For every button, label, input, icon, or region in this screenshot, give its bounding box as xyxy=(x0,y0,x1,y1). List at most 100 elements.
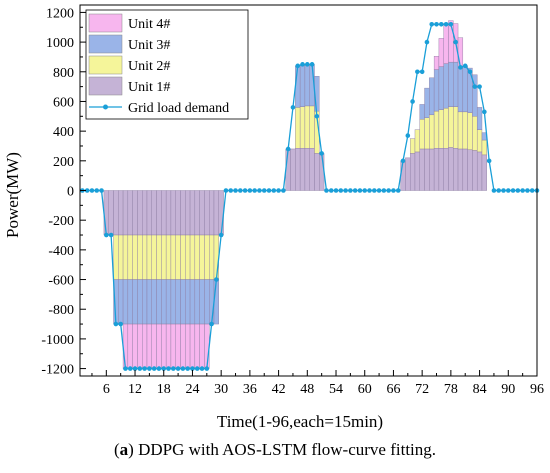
point-grid-load-demand-92 xyxy=(515,188,521,193)
point-grid-load-demand-81 xyxy=(462,63,468,69)
bar-unit2-73 xyxy=(424,117,430,150)
bar-unit1-72 xyxy=(419,148,425,191)
bar-unit4-18 xyxy=(161,323,167,369)
x-tick-label-6: 6 xyxy=(103,382,110,397)
bar-unit2-28 xyxy=(208,234,215,280)
x-tick-label-48: 48 xyxy=(300,382,314,397)
bar-unit3-77 xyxy=(443,63,449,109)
point-grid-load-demand-93 xyxy=(520,188,525,193)
point-grid-load-demand-80 xyxy=(458,65,463,70)
bar-unit1-14 xyxy=(142,190,148,236)
legend-swatch-unit4 xyxy=(88,13,123,33)
bar-unit1-9 xyxy=(118,190,124,236)
bar-unit3-80 xyxy=(457,67,464,113)
bar-unit2-75 xyxy=(433,110,440,149)
bars-layer xyxy=(103,20,487,369)
bar-unit4-14 xyxy=(142,323,148,369)
bar-unit1-20 xyxy=(170,190,176,236)
bar-unit2-15 xyxy=(146,234,152,280)
bar-unit2-46 xyxy=(295,107,301,149)
point-grid-load-demand-40 xyxy=(266,188,272,193)
bar-unit4-21 xyxy=(175,323,181,369)
point-grid-load-demand-78 xyxy=(448,21,454,27)
point-grid-load-demand-37 xyxy=(252,188,257,193)
bar-unit4-22 xyxy=(180,323,186,369)
bar-unit1-26 xyxy=(199,190,205,236)
point-grid-load-demand-90 xyxy=(505,188,511,193)
bar-unit3-72 xyxy=(419,104,425,120)
bar-unit4-27 xyxy=(204,323,210,369)
bar-unit3-46 xyxy=(295,65,301,108)
point-grid-load-demand-21 xyxy=(175,366,181,371)
bar-unit1-68 xyxy=(400,160,406,191)
bar-unit4-10 xyxy=(122,323,129,369)
bar-unit1-51 xyxy=(319,153,325,191)
bar-unit2-79 xyxy=(453,106,459,149)
point-grid-load-demand-20 xyxy=(171,366,176,371)
bar-unit2-20 xyxy=(170,234,176,280)
bar-unit2-84 xyxy=(476,129,483,153)
bar-unit2-10 xyxy=(122,234,129,280)
point-grid-load-demand-68 xyxy=(400,158,406,164)
bar-unit1-28 xyxy=(208,190,215,236)
point-grid-load-demand-27 xyxy=(204,366,210,371)
x-tick-label-36: 36 xyxy=(243,382,257,397)
bar-unit2-77 xyxy=(443,107,449,149)
point-grid-load-demand-70 xyxy=(410,99,415,104)
x-tick-label-54: 54 xyxy=(329,382,343,397)
y-tick-label--600: -600 xyxy=(48,274,74,289)
point-grid-load-demand-85 xyxy=(482,109,487,115)
y-tick-label--200: -200 xyxy=(48,214,74,229)
bar-unit1-78 xyxy=(448,147,454,191)
point-grid-load-demand-86 xyxy=(486,158,492,164)
point-grid-load-demand-13 xyxy=(137,366,143,371)
bar-unit1-27 xyxy=(204,190,210,236)
point-grid-load-demand-30 xyxy=(218,232,224,238)
bar-unit3-14 xyxy=(142,279,148,325)
figure-caption: (a) DDPG with AOS-LSTM flow-curve fittin… xyxy=(113,440,437,459)
bar-unit2-85 xyxy=(481,139,487,156)
bar-unit1-22 xyxy=(180,190,186,236)
point-grid-load-demand-8 xyxy=(113,321,119,327)
bar-unit1-81 xyxy=(462,148,468,191)
point-grid-load-demand-23 xyxy=(185,366,190,371)
x-tick-label-96: 96 xyxy=(530,382,544,397)
bar-unit2-26 xyxy=(199,234,205,280)
x-tick-label-30: 30 xyxy=(214,382,228,397)
point-grid-load-demand-41 xyxy=(271,188,277,193)
bar-unit3-13 xyxy=(137,279,143,325)
legend-label-unit4: Unit 4# xyxy=(128,17,170,32)
bar-unit2-80 xyxy=(457,111,464,150)
bar-unit1-49 xyxy=(309,148,315,191)
bar-unit2-27 xyxy=(204,234,210,280)
bar-unit2-11 xyxy=(127,234,133,280)
bar-unit1-85 xyxy=(481,154,487,191)
point-grid-load-demand-25 xyxy=(194,366,200,371)
point-grid-load-demand-50 xyxy=(314,114,320,119)
point-grid-load-demand-51 xyxy=(319,151,324,156)
bar-unit1-12 xyxy=(132,190,138,236)
bar-unit3-29 xyxy=(213,279,219,325)
bar-unit3-81 xyxy=(462,65,468,113)
bar-unit2-83 xyxy=(472,116,478,151)
point-grid-load-demand-94 xyxy=(525,188,530,193)
point-grid-load-demand-36 xyxy=(247,188,253,193)
bar-unit3-9 xyxy=(118,279,124,325)
y-tick-label-1000: 1000 xyxy=(46,36,74,51)
bar-unit1-46 xyxy=(295,148,301,191)
point-grid-load-demand-84 xyxy=(477,84,482,89)
bar-unit2-81 xyxy=(462,111,468,150)
bar-unit3-74 xyxy=(429,77,435,116)
point-grid-load-demand-42 xyxy=(276,188,281,193)
bar-unit4-78 xyxy=(448,20,454,63)
bar-unit1-75 xyxy=(433,148,440,191)
point-grid-load-demand-59 xyxy=(357,188,363,193)
point-grid-load-demand-73 xyxy=(424,39,430,45)
bar-unit3-84 xyxy=(476,107,483,130)
point-grid-load-demand-89 xyxy=(501,188,506,193)
point-grid-load-demand-35 xyxy=(242,188,248,193)
point-grid-load-demand-33 xyxy=(233,188,238,193)
x-tick-label-72: 72 xyxy=(415,382,429,397)
point-grid-load-demand-2 xyxy=(84,188,90,193)
y-tick-label-0: 0 xyxy=(67,185,74,200)
